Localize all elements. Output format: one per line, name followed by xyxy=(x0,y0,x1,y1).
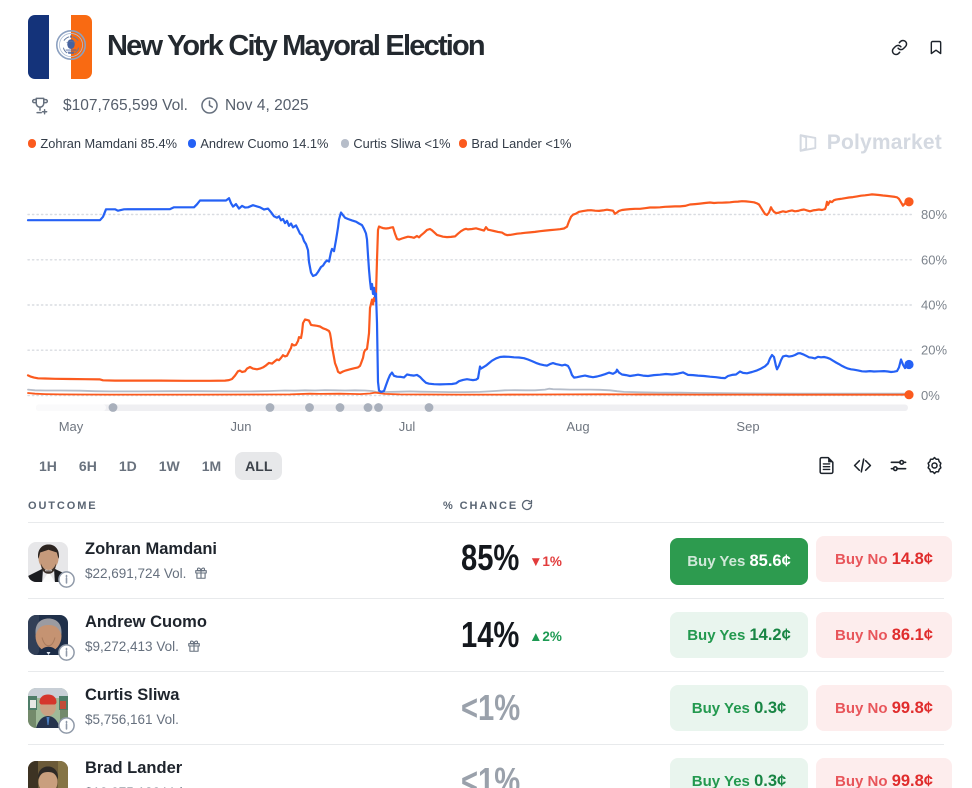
svg-text:May: May xyxy=(59,419,84,434)
svg-text:Jun: Jun xyxy=(231,419,252,434)
svg-text:40%: 40% xyxy=(921,298,947,313)
svg-text:Jul: Jul xyxy=(399,419,416,434)
svg-text:0%: 0% xyxy=(921,388,940,403)
svg-text:20%: 20% xyxy=(921,343,947,358)
svg-text:60%: 60% xyxy=(921,252,947,267)
svg-text:Aug: Aug xyxy=(566,419,589,434)
svg-text:80%: 80% xyxy=(921,207,947,222)
svg-text:Sep: Sep xyxy=(736,419,759,434)
